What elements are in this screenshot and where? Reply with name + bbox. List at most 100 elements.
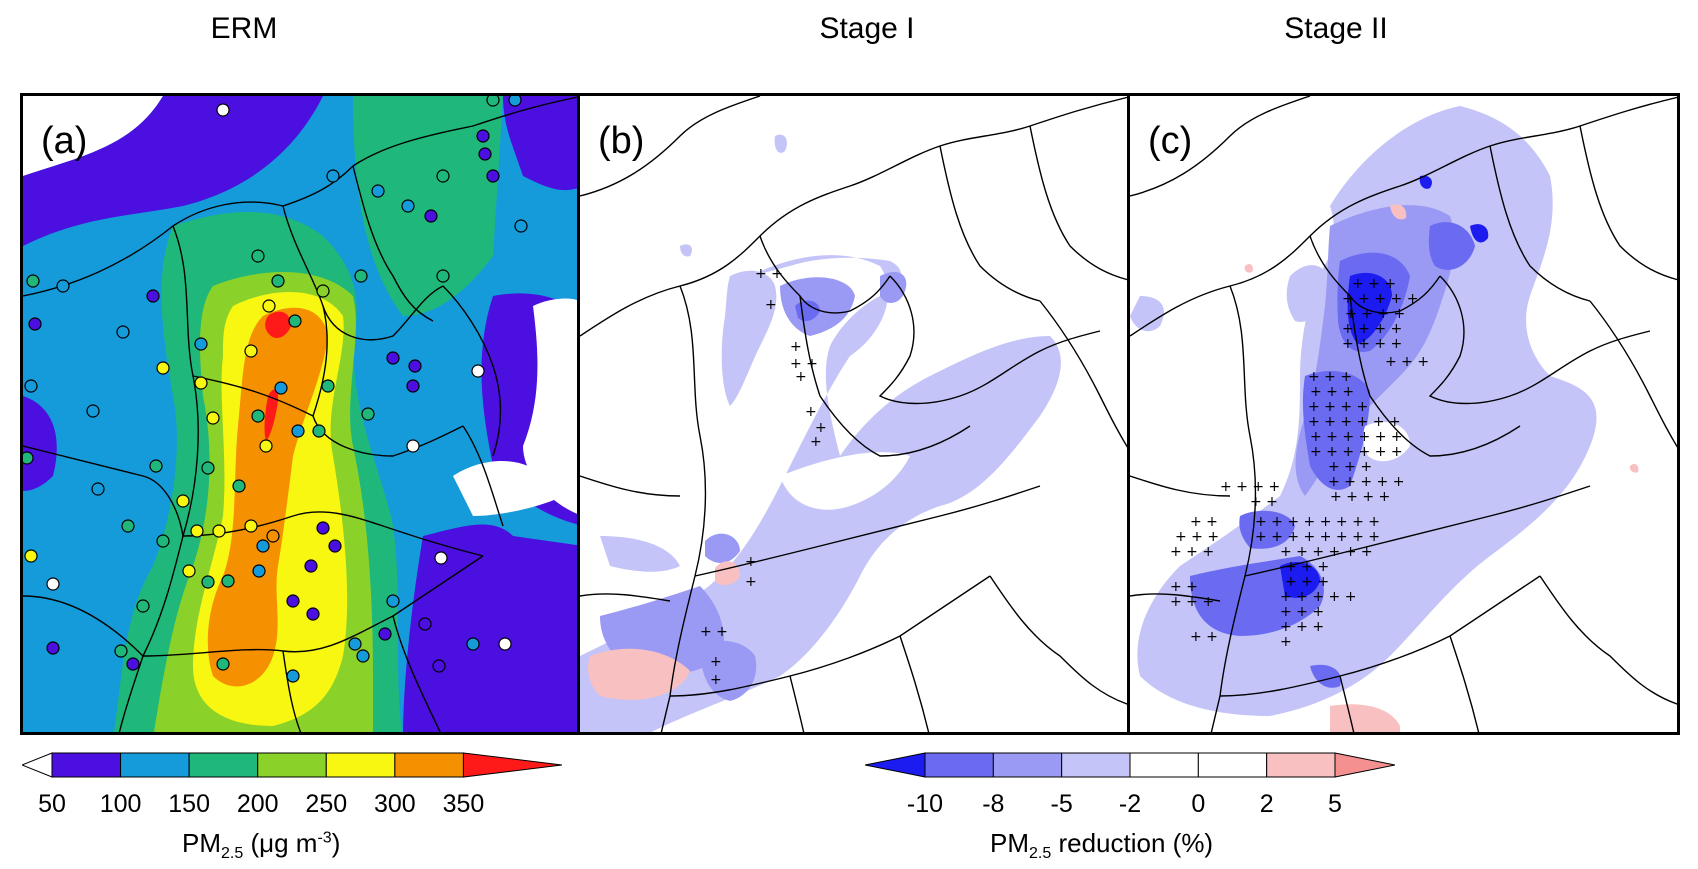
svg-text:+: + bbox=[1280, 634, 1292, 650]
panel-a-label: (a) bbox=[41, 120, 88, 162]
colorbar-left-cell bbox=[325, 752, 396, 778]
colorbar-right-cell bbox=[992, 752, 1063, 778]
colorbar-left-tick-label: 200 bbox=[236, 790, 279, 818]
stage2-map-svg: + + + + + + + + + + + + + + + + + + + + … bbox=[1130, 96, 1677, 732]
colorbar-right-arrow-low bbox=[865, 752, 926, 778]
svg-text:+ +: + + bbox=[1190, 629, 1218, 645]
erm-low-area-northeast bbox=[503, 96, 577, 191]
erm-sea-white bbox=[523, 298, 577, 514]
panel-a-map: (a) bbox=[20, 93, 580, 735]
svg-text:+: + bbox=[710, 654, 722, 670]
svg-text:+ + + + + +: + + + + + + bbox=[1310, 444, 1403, 460]
svg-text:+ + + +: + + + + bbox=[1308, 399, 1368, 415]
colorbar-right-label-rest: reduction (%) bbox=[1051, 828, 1214, 858]
svg-text:+ + +: + + + bbox=[1170, 544, 1214, 560]
svg-text:+ +: + + bbox=[700, 624, 728, 640]
erm-observation-sites bbox=[23, 96, 528, 683]
stage2-reduction-field bbox=[1130, 106, 1639, 732]
colorbar-right-cell bbox=[1197, 752, 1268, 778]
panel-b-title: Stage I bbox=[819, 12, 915, 45]
colorbar-right-arrow-high bbox=[1334, 752, 1395, 778]
colorbar-left-cell bbox=[51, 752, 122, 778]
svg-text:+ + +: + + + bbox=[1285, 559, 1329, 575]
svg-text:+ + +: + + + bbox=[1310, 384, 1354, 400]
colorbar-left-tick-label: 300 bbox=[373, 790, 416, 818]
svg-text:+ + + +: + + + + bbox=[1330, 489, 1390, 505]
colorbar-left-svg bbox=[22, 752, 562, 778]
stage1-reduction-field bbox=[580, 134, 1061, 732]
colorbar-right-tick-label: -10 bbox=[906, 790, 944, 818]
colorbar-left-tick-label: 150 bbox=[168, 790, 210, 818]
colorbar-right-cell bbox=[1061, 752, 1131, 778]
colorbar-right-cell bbox=[1266, 752, 1336, 778]
svg-text:+ + + + +: + + + + + bbox=[1280, 589, 1356, 605]
colorbar-right-tick-label: 2 bbox=[1259, 790, 1274, 818]
svg-text:+ +: + + bbox=[790, 356, 818, 372]
erm-band-green-north bbox=[353, 96, 503, 316]
colorbar-left-tick-label: 50 bbox=[38, 790, 66, 818]
svg-text:+: + bbox=[765, 297, 777, 313]
erm-sea-white-2 bbox=[453, 461, 563, 516]
colorbar-left-label-rest: (μg m bbox=[243, 828, 318, 858]
svg-text:+: + bbox=[710, 672, 722, 688]
stage2-significance-markers: + + + + + + + + + + + + + + + + + + + + … bbox=[1170, 276, 1429, 650]
colorbar-left-cell bbox=[257, 752, 327, 778]
colorbar-left-label-sub: 2.5 bbox=[221, 845, 244, 863]
erm-low-area-north bbox=[23, 96, 323, 246]
colorbar-right-tick-label: -8 bbox=[982, 790, 1005, 818]
svg-text:+ +: + + bbox=[1190, 514, 1218, 530]
svg-text:+ + + +: + + + + bbox=[1345, 306, 1405, 322]
svg-text:+: + bbox=[810, 434, 822, 450]
svg-text:+ + + + +: + + + + + bbox=[1342, 291, 1418, 307]
svg-text:+: + bbox=[745, 554, 757, 570]
svg-text:+ + +: + + + bbox=[1170, 594, 1214, 610]
svg-text:+ + +: + + + bbox=[1385, 354, 1429, 370]
colorbar-left-cell bbox=[394, 752, 464, 778]
panel-b-label: (b) bbox=[598, 120, 645, 162]
svg-text:+: + bbox=[790, 339, 802, 355]
colorbar-left-label: PM2.5 (μg m-3) bbox=[182, 828, 340, 863]
svg-text:+ + + + + + + +: + + + + + + + + bbox=[1255, 514, 1380, 530]
panel-c-label: (c) bbox=[1148, 120, 1193, 162]
colorbar-right-tick-label: 5 bbox=[1328, 790, 1342, 818]
svg-text:+ +: + + bbox=[1170, 579, 1198, 595]
panel-c-title: Stage II bbox=[1284, 12, 1388, 45]
stage1-boundaries bbox=[580, 96, 1127, 732]
colorbar-right-label-main: PM bbox=[990, 828, 1029, 858]
svg-text:+ + +: + + + bbox=[1352, 276, 1396, 292]
svg-text:+ + +: + + + bbox=[1280, 619, 1324, 635]
colorbar-left-arrow-low bbox=[22, 752, 53, 778]
erm-nodata-area bbox=[23, 96, 163, 176]
svg-text:+: + bbox=[805, 404, 817, 420]
colorbar-left-cells bbox=[22, 752, 562, 778]
stage1-map-svg: + + + + + + + + + + + + + + + + bbox=[580, 96, 1127, 732]
svg-text:+ + +: + + + bbox=[1175, 529, 1219, 545]
svg-text:+ + + +: + + + + bbox=[1220, 479, 1280, 495]
svg-text:+ + +: + + + bbox=[1308, 369, 1352, 385]
panel-c-map: + + + + + + + + + + + + + + + + + + + + … bbox=[1127, 93, 1680, 735]
svg-text:+: + bbox=[795, 369, 807, 385]
erm-band-350-plus bbox=[265, 311, 291, 338]
erm-low-area-west bbox=[23, 396, 57, 491]
colorbar-right-tick-label: -5 bbox=[1050, 790, 1073, 818]
colorbar-right-svg bbox=[865, 752, 1395, 778]
erm-boundaries bbox=[23, 96, 577, 732]
colorbar-right-cell bbox=[924, 752, 994, 778]
panel-a-title: ERM bbox=[210, 12, 278, 45]
colorbar-right-tick-label: 0 bbox=[1191, 790, 1206, 818]
colorbar-left-label-end: ) bbox=[331, 828, 341, 858]
svg-text:+: + bbox=[815, 420, 827, 436]
erm-map-svg bbox=[23, 96, 577, 732]
svg-text:+ + + + + +: + + + + + + bbox=[1310, 429, 1403, 445]
colorbar-left-label-main: PM bbox=[182, 828, 221, 858]
svg-text:+ + + + + +: + + + + + + bbox=[1308, 414, 1401, 430]
svg-text:+ +: + + bbox=[1250, 494, 1278, 510]
stage1-significance-markers: + + + + + + + + + + + + + + + + bbox=[700, 266, 827, 688]
panel-b-map: + + + + + + + + + + + + + + + + (b) bbox=[577, 93, 1130, 735]
colorbar-right-cells bbox=[865, 752, 1395, 778]
svg-text:+: + bbox=[745, 574, 757, 590]
erm-band-300-350 bbox=[207, 307, 328, 687]
svg-text:+ + + +: + + + + bbox=[1342, 336, 1402, 352]
svg-text:+ + +: + + + bbox=[1285, 574, 1329, 590]
colorbar-left-arrow-high bbox=[462, 752, 562, 778]
